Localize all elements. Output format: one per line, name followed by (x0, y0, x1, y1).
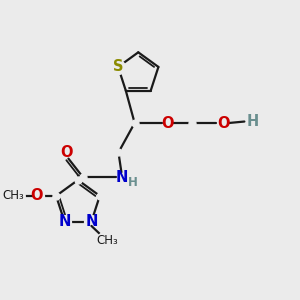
Text: O: O (217, 116, 230, 130)
Text: O: O (31, 188, 43, 203)
Text: O: O (61, 145, 73, 160)
Text: CH₃: CH₃ (3, 189, 24, 203)
Text: O: O (161, 116, 173, 130)
Text: CH₃: CH₃ (97, 234, 119, 247)
Text: H: H (128, 176, 137, 189)
Text: N: N (115, 170, 128, 185)
Text: S: S (113, 59, 123, 74)
Text: N: N (85, 214, 98, 229)
Text: H: H (246, 114, 258, 129)
Text: N: N (58, 214, 70, 229)
